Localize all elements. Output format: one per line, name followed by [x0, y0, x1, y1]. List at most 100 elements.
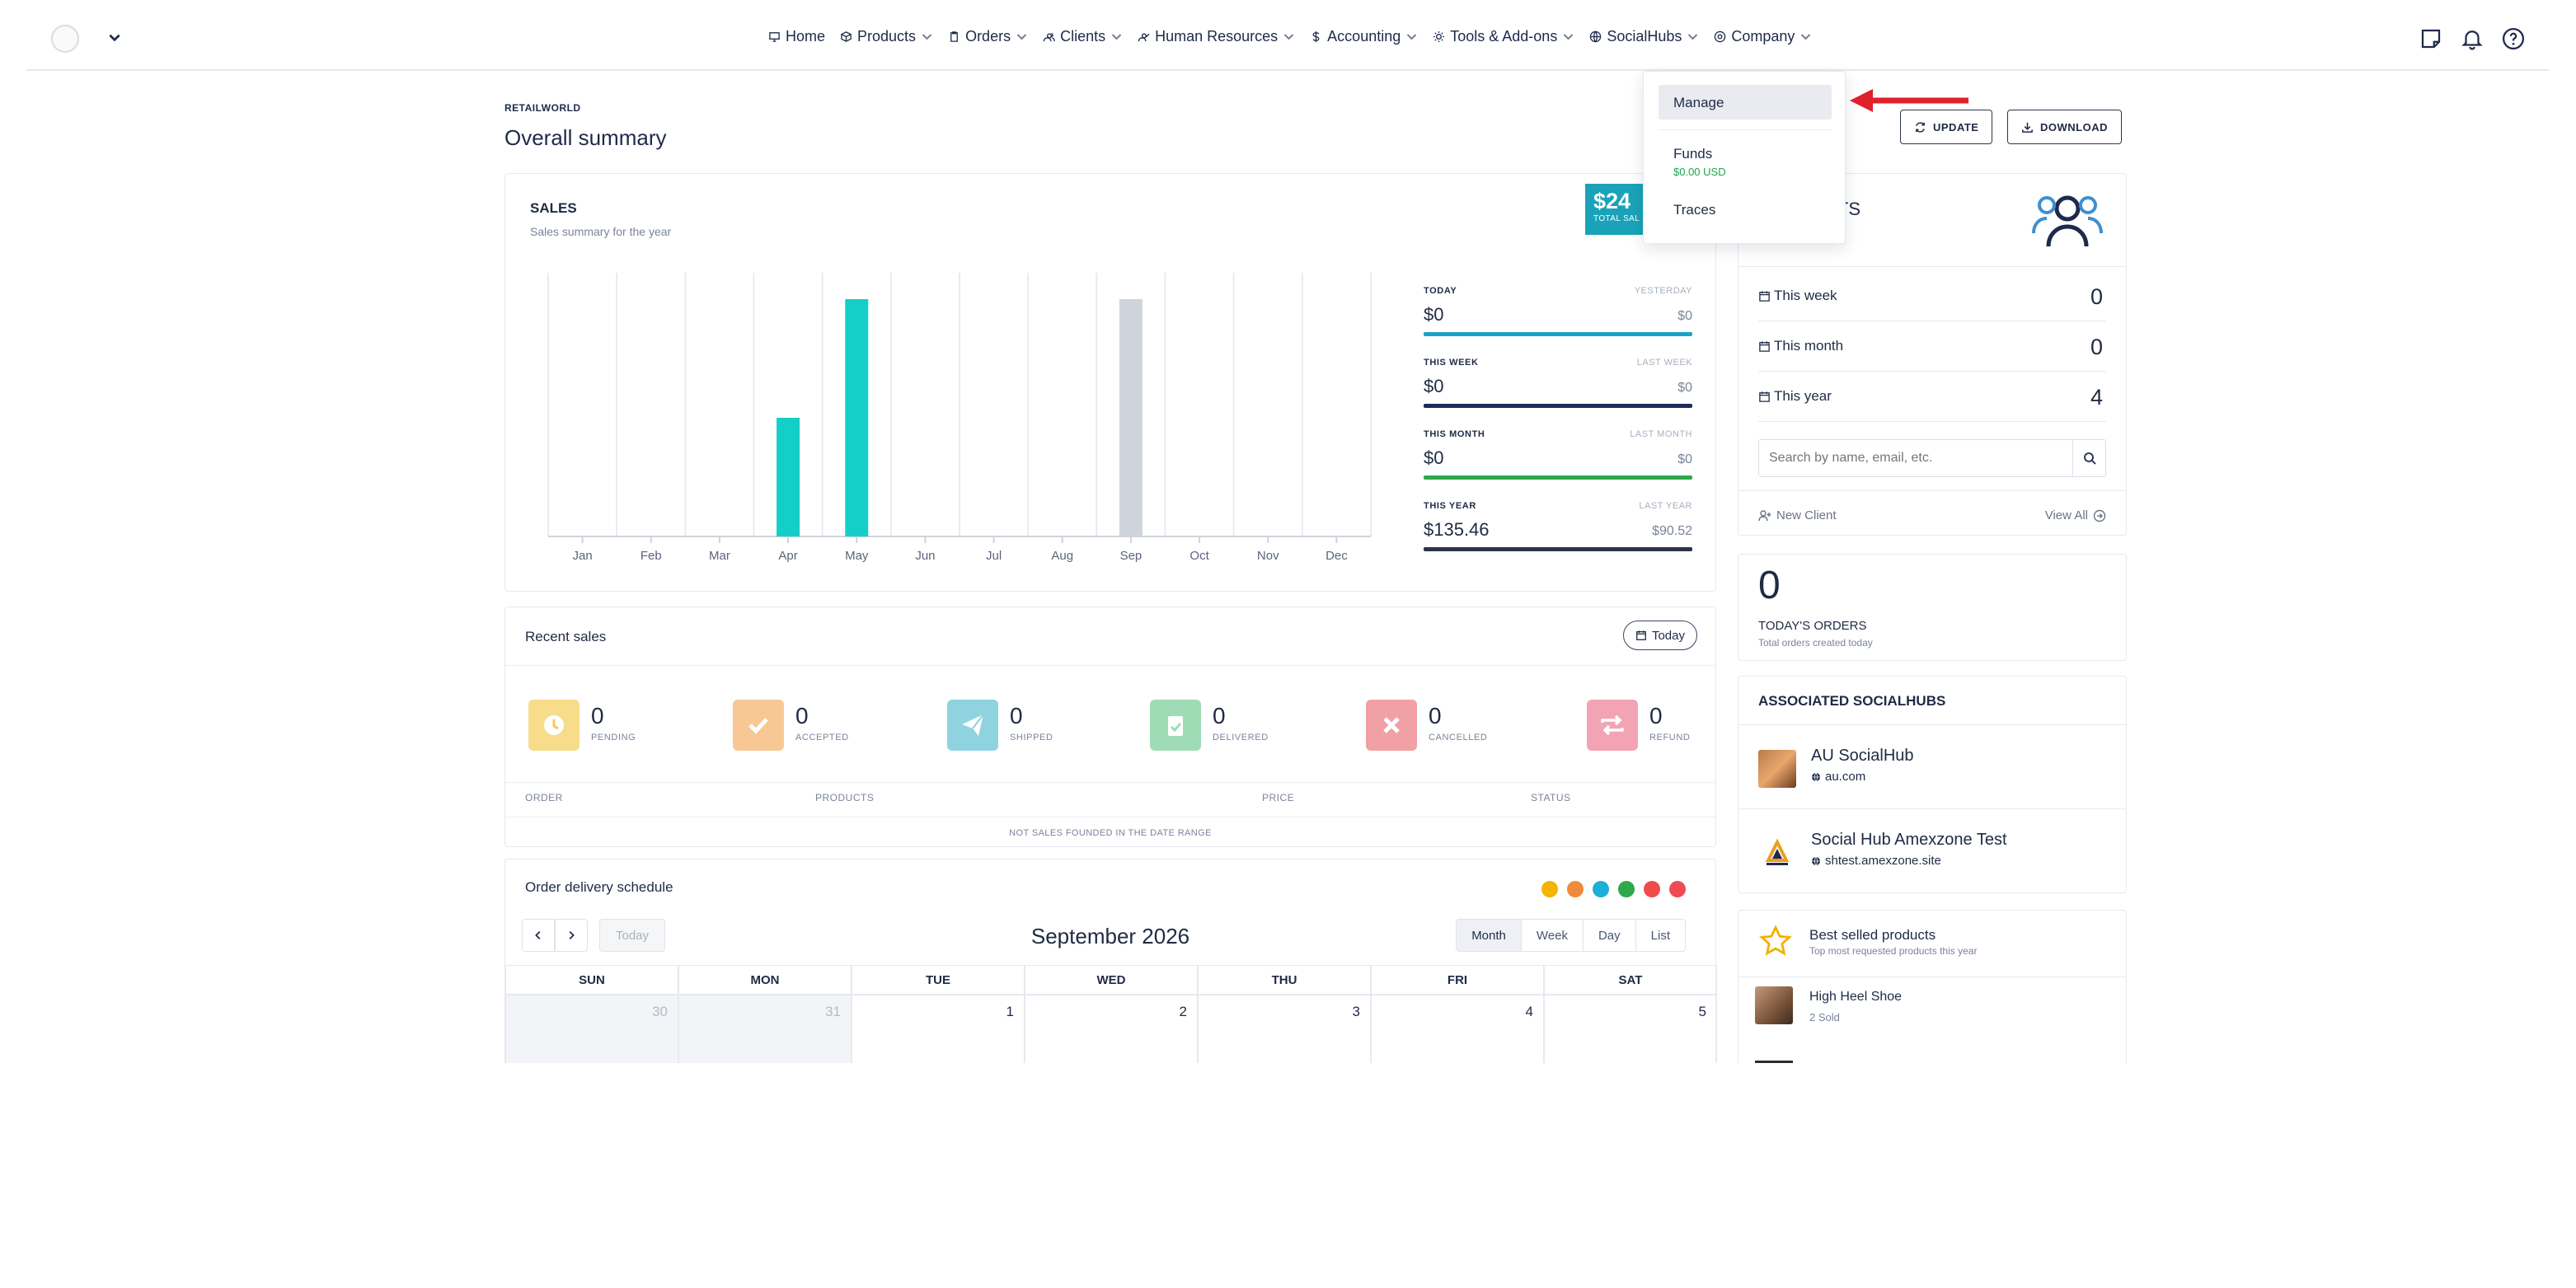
x-tick-label: Sep	[1120, 549, 1143, 563]
status-cancelled[interactable]: 0 CANCELLED	[1366, 700, 1487, 751]
nav-item-human-resources[interactable]: Human Resources	[1138, 28, 1295, 45]
divider	[505, 782, 1715, 783]
today-filter-label: Today	[1651, 628, 1685, 643]
bar[interactable]	[1119, 299, 1143, 536]
calendar-title: Order delivery schedule	[525, 879, 673, 895]
menu-item-traces[interactable]: Traces	[1673, 202, 1716, 218]
calendar-today-button[interactable]: Today	[599, 919, 665, 952]
status-refund[interactable]: 0 REFUND	[1587, 700, 1690, 751]
chevron-left-icon	[535, 931, 541, 939]
x-tick-label: Jun	[915, 549, 935, 563]
menu-item-funds[interactable]: Funds	[1673, 146, 1713, 162]
users-icon	[2032, 195, 2103, 247]
status-count: 0	[1010, 703, 1023, 728]
client-stat-value: 0	[2090, 335, 2103, 359]
column-header[interactable]: PRODUCTS	[815, 792, 875, 803]
x-tick-label: Jul	[986, 549, 1002, 563]
stat-progress-bar	[1424, 332, 1692, 336]
client-stat-value: 4	[2090, 385, 2103, 410]
stat-progress-bar	[1424, 547, 1692, 551]
sales-card: SALES Sales summary for the year $24 TOT…	[504, 173, 1716, 592]
nav-item-home[interactable]: Home	[768, 28, 825, 45]
client-search-input[interactable]	[1759, 440, 2072, 476]
socialhub-item[interactable]: Social Hub Amexzone Test shtest.amexzone…	[1738, 808, 2126, 892]
socialhub-name: AU SocialHub	[1811, 747, 1914, 765]
red-arrow-annotation	[1850, 89, 1968, 112]
stat-compare-value: $0	[1677, 309, 1692, 323]
x-tick-label: Nov	[1257, 549, 1279, 563]
nav-item-company[interactable]: Company	[1714, 28, 1812, 45]
view-all-clients-link[interactable]: View All	[2045, 508, 2106, 522]
monitor-icon	[769, 32, 780, 42]
today-filter-button[interactable]: Today	[1622, 621, 1697, 650]
weekday-header: FRI	[1371, 965, 1544, 995]
globe-icon	[1590, 30, 1602, 43]
calendar-icon	[1759, 290, 1770, 302]
stat-compare-value: $90.52	[1652, 524, 1692, 538]
column-header[interactable]: ORDER	[525, 792, 563, 803]
status-icon-box	[733, 700, 784, 751]
stat-value: $135.46	[1424, 519, 1490, 540]
socialhub-url: au.com	[1811, 770, 1865, 784]
stat-progress-bar	[1424, 475, 1692, 480]
status-icon-box	[947, 700, 998, 751]
socialhub-url-text: shtest.amexzone.site	[1825, 854, 1941, 868]
update-button[interactable]: UPDATE	[1900, 110, 1993, 144]
stat-label: TODAY	[1424, 286, 1457, 296]
cog-icon	[1715, 30, 1726, 43]
nav-item-accounting[interactable]: Accounting	[1310, 28, 1418, 45]
socialhubs-title: ASSOCIATED SOCIALHUBS	[1758, 693, 1946, 709]
status-accepted[interactable]: 0 ACCEPTED	[733, 700, 849, 751]
status-label: SHIPPED	[1010, 733, 1053, 742]
stat-compare-label: LAST WEEK	[1636, 358, 1692, 368]
column-header[interactable]: STATUS	[1531, 792, 1571, 803]
stat-value: $0	[1424, 447, 1444, 468]
legend-dots	[1541, 881, 1686, 897]
weekday-header: MON	[678, 965, 852, 995]
column-header[interactable]: PRICE	[1262, 792, 1295, 803]
view-day-button[interactable]: Day	[1584, 920, 1636, 951]
client-stat-label: This week	[1758, 288, 1837, 304]
client-stat-label: This month	[1758, 338, 1843, 354]
client-stat-row: This year 4	[1758, 372, 2106, 422]
bar[interactable]	[845, 299, 869, 536]
company-logo[interactable]	[51, 25, 79, 53]
socialhub-name: Social Hub Amexzone Test	[1811, 831, 2007, 849]
new-client-link[interactable]: New Client	[1758, 508, 1837, 522]
chevron-down-icon[interactable]	[107, 30, 122, 44]
nav-item-tools-add-ons[interactable]: Tools & Add-ons	[1433, 28, 1574, 45]
view-month-button[interactable]: Month	[1457, 920, 1522, 951]
calendar-icon	[1759, 391, 1770, 402]
product-thumbnail	[1755, 986, 1793, 1024]
nav-item-orders[interactable]: Orders	[948, 28, 1028, 45]
x-tick-label: May	[845, 549, 869, 563]
socialhub-item[interactable]: AU SocialHub au.com	[1738, 724, 2126, 808]
socialhub-url: shtest.amexzone.site	[1811, 854, 1941, 868]
bar[interactable]	[777, 418, 800, 536]
calendar-weekday-header: SUN MON TUE WED THU FRI SAT	[505, 965, 1717, 995]
product-name[interactable]: High Heel Shoe	[1809, 990, 1903, 1004]
repeat-icon	[1601, 714, 1624, 736]
nav-item-products[interactable]: Products	[840, 28, 933, 45]
status-pending[interactable]: 0 PENDING	[528, 700, 636, 751]
next-month-button[interactable]	[555, 919, 588, 952]
status-delivered[interactable]: 0 DELIVERED	[1150, 700, 1269, 751]
help-icon[interactable]	[2501, 26, 2526, 51]
status-icon-box	[528, 700, 579, 751]
stat-compare-label: YESTERDAY	[1634, 286, 1692, 296]
download-button[interactable]: DOWNLOAD	[2007, 110, 2122, 144]
view-list-button[interactable]: List	[1650, 928, 1670, 943]
nav-item-socialhubs[interactable]: SocialHubs	[1589, 28, 1699, 45]
menu-item-manage[interactable]: Manage	[1659, 85, 1832, 119]
note-icon[interactable]	[2419, 26, 2443, 51]
status-shipped[interactable]: 0 SHIPPED	[947, 700, 1053, 751]
bell-icon[interactable]	[2460, 26, 2485, 51]
nav-item-clients[interactable]: Clients	[1043, 28, 1123, 45]
legend-dot	[1593, 881, 1609, 897]
nav-item-label: Home	[786, 28, 826, 44]
view-week-button[interactable]: Week	[1522, 920, 1584, 951]
x-icon	[1383, 717, 1400, 733]
x-tick-label: Apr	[778, 549, 797, 563]
prev-month-button[interactable]	[522, 919, 555, 952]
search-button[interactable]	[2072, 440, 2105, 476]
